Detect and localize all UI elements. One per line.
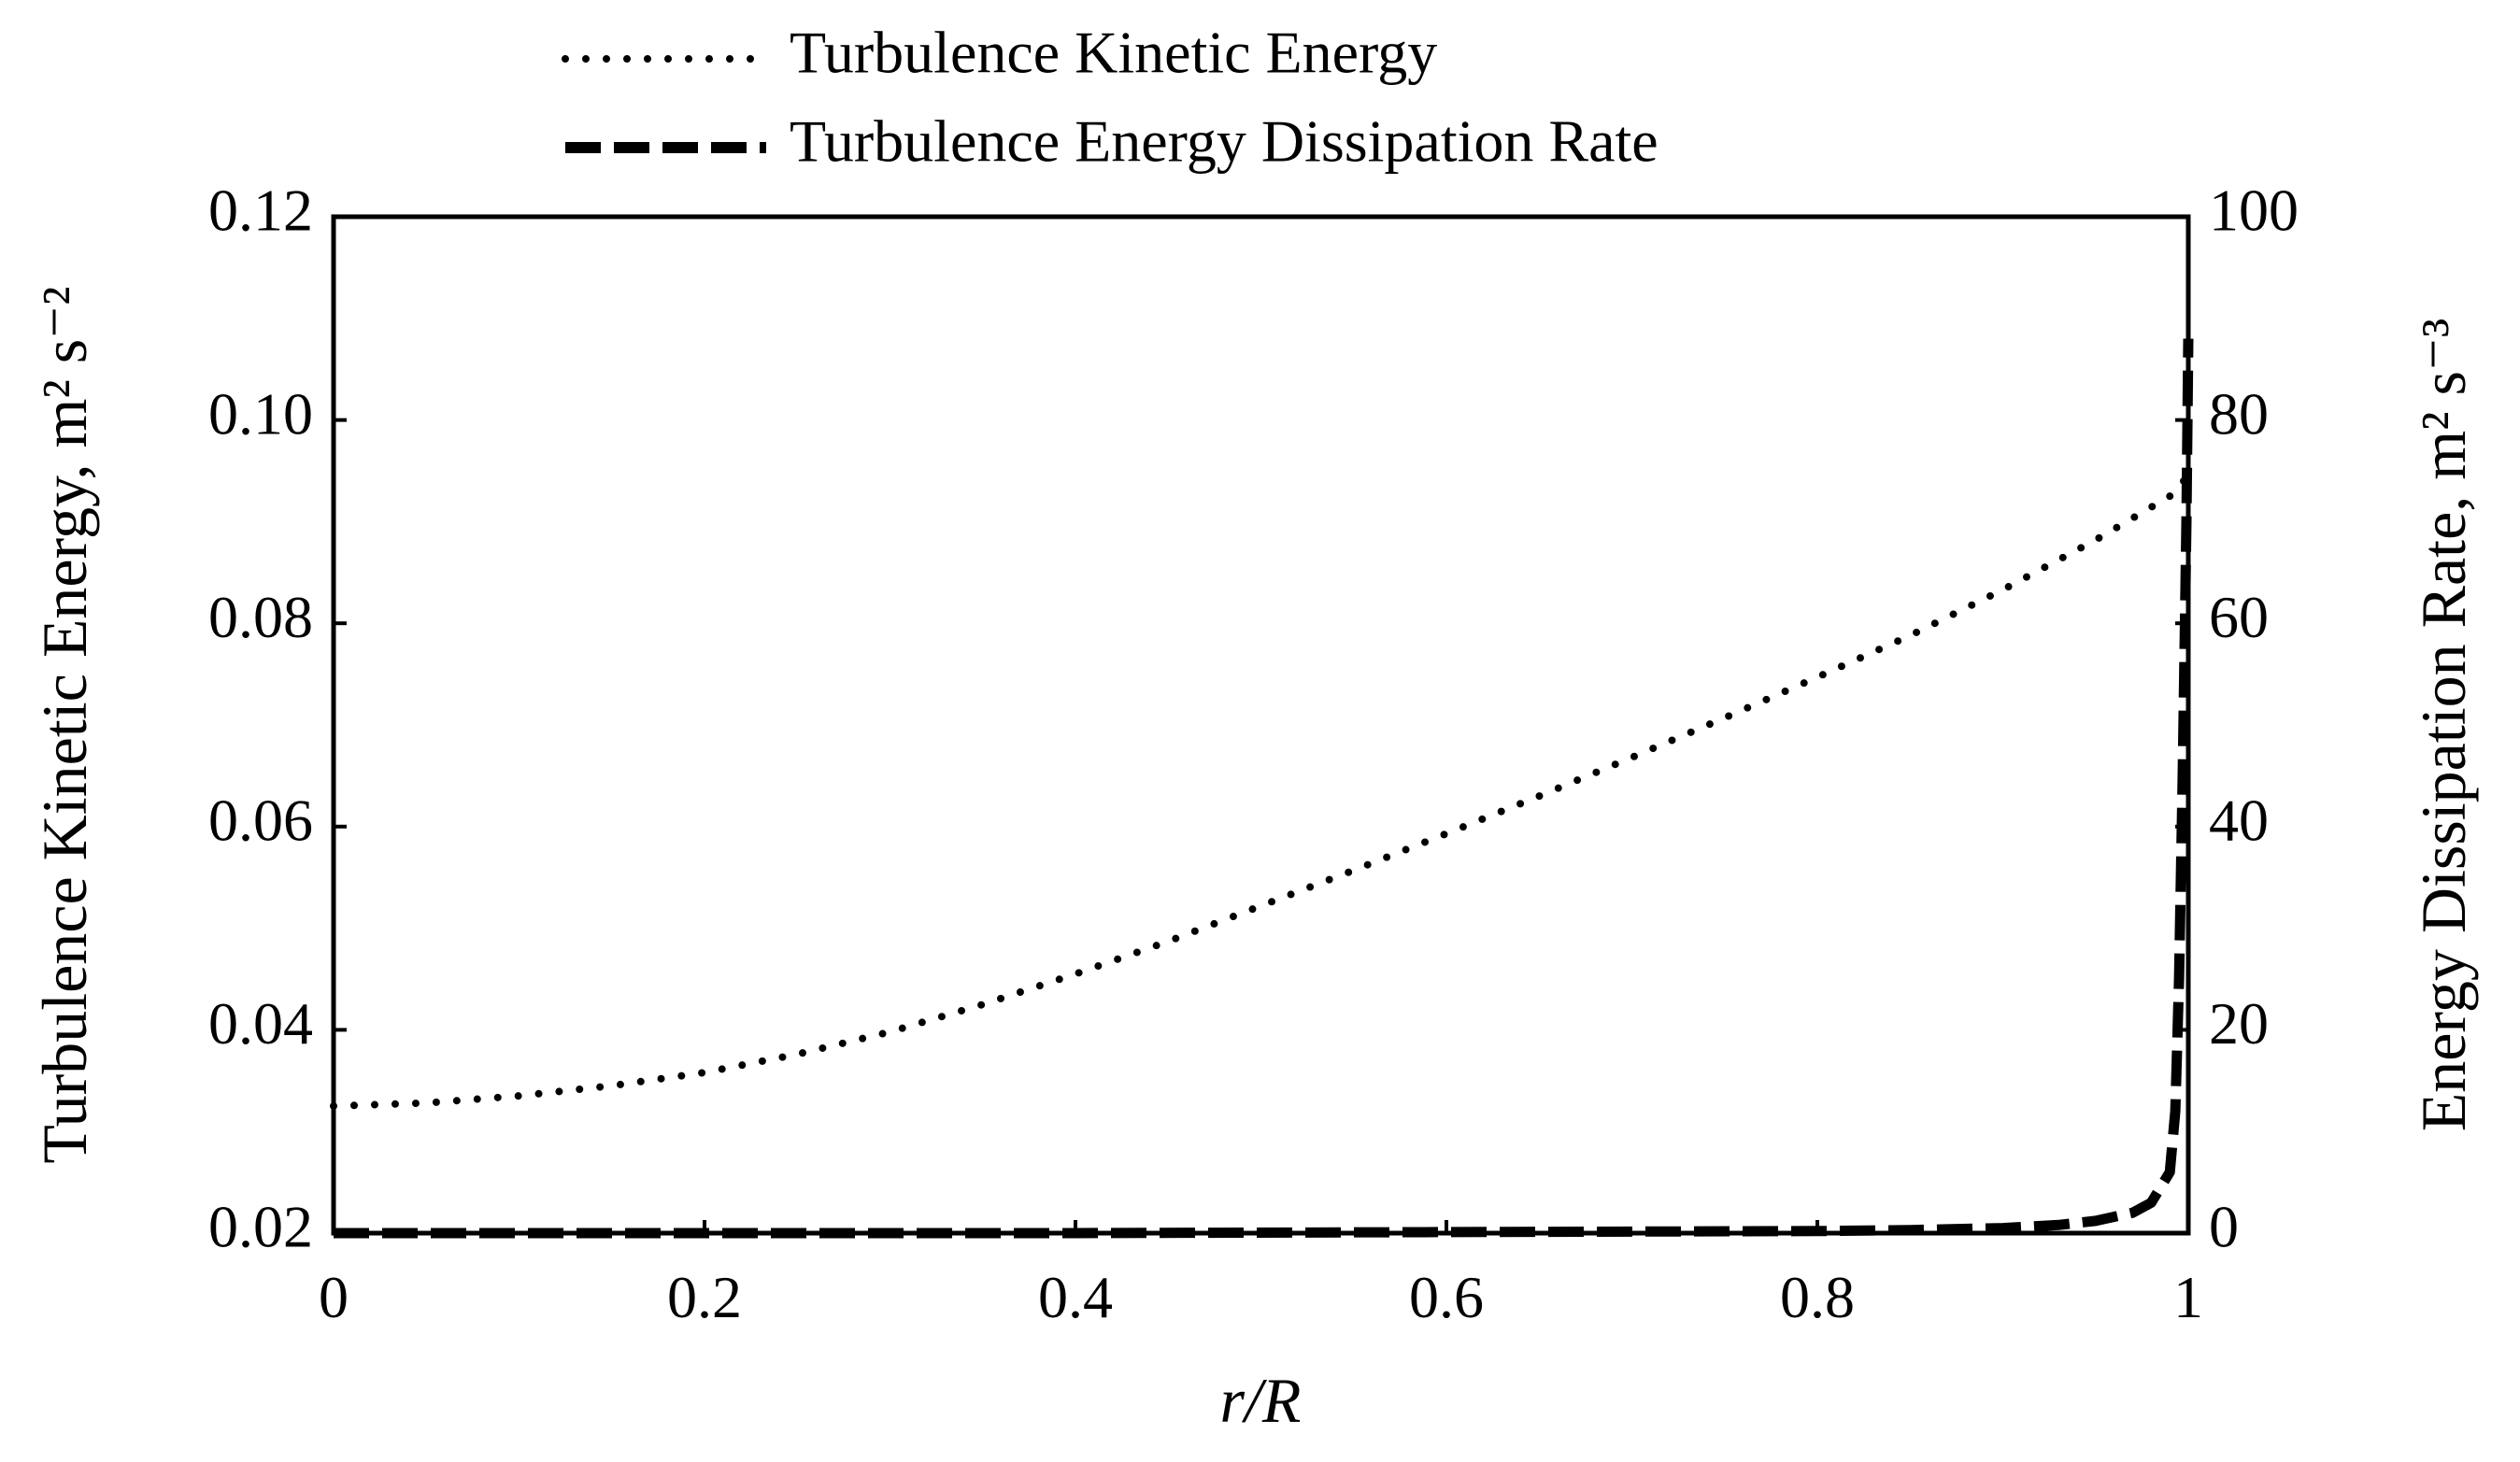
y-right-tick-label: 100 (2209, 177, 2299, 244)
y-left-tick-label: 0.08 (208, 584, 313, 650)
y-left-tick-label: 0.04 (208, 990, 313, 1057)
x-tick-label: 1 (2173, 1264, 2203, 1330)
x-axis: 0 0.2 0.4 0.6 0.8 1 (319, 1220, 2203, 1330)
y-axis-right: 0 20 40 60 80 100 (2175, 177, 2299, 1260)
x-tick-label: 0 (319, 1264, 349, 1330)
legend: Turbulence Kinetic Energy Turbulence Ene… (562, 20, 1659, 175)
y-right-tick-label: 0 (2209, 1194, 2239, 1260)
y-left-tick-label: 0.10 (208, 380, 313, 447)
y-right-tick-label: 20 (2209, 990, 2269, 1057)
legend-label-dissipation: Turbulence Energy Dissipation Rate (790, 108, 1659, 175)
y-right-tick-label: 40 (2209, 787, 2269, 853)
x-tick-label: 0.8 (1780, 1264, 1855, 1330)
x-tick-label: 0.6 (1409, 1264, 1484, 1330)
y-right-tick-label: 80 (2209, 380, 2269, 447)
plot-frame (331, 214, 2191, 1236)
x-tick-label: 0.4 (1038, 1264, 1113, 1330)
y-axis-left: 0.02 0.04 0.06 0.08 0.10 0.12 (208, 177, 347, 1260)
x-axis-title: r/R (1220, 1365, 1302, 1436)
y-left-tick-label: 0.12 (208, 177, 313, 244)
plot-area (331, 214, 2191, 1236)
x-tick-label: 0.2 (667, 1264, 742, 1330)
legend-label-tke: Turbulence Kinetic Energy (790, 20, 1437, 86)
y-axis-left-title: Turbulence Kinetic Energy, m² s⁻² (29, 286, 100, 1163)
series-tke-line (330, 472, 2192, 1110)
y-axis-right-title: Energy Dissipation Rate, m² s⁻³ (2408, 319, 2479, 1132)
y-left-tick-label: 0.02 (208, 1194, 313, 1260)
y-left-tick-label: 0.06 (208, 787, 313, 853)
y-right-tick-label: 60 (2209, 584, 2269, 650)
series-dissipation-line (334, 338, 2194, 1239)
series-layer (330, 338, 2194, 1239)
